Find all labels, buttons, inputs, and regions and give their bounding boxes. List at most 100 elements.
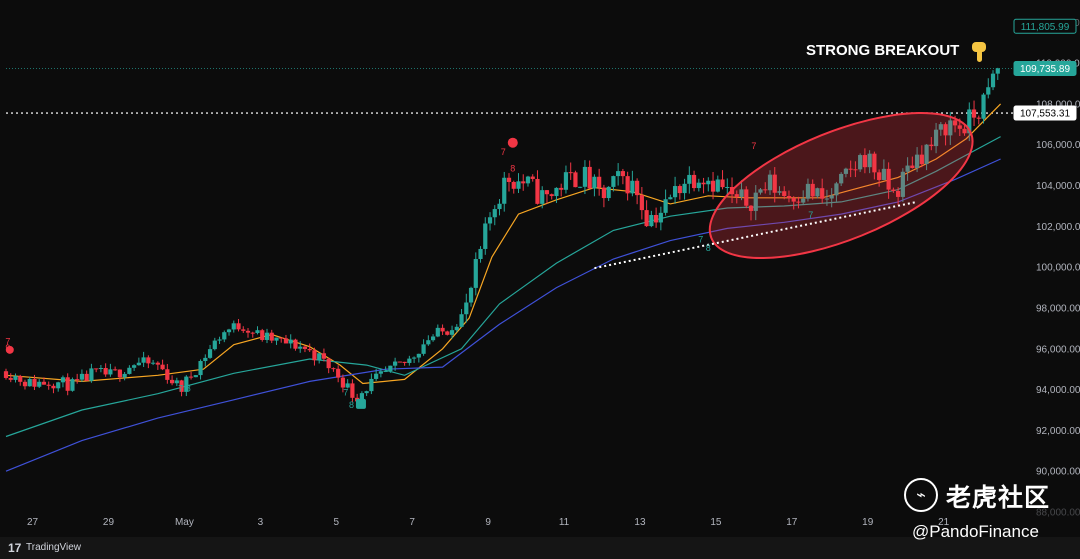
candle-body (601, 187, 607, 199)
candle-body (563, 172, 569, 190)
candle-body (497, 203, 502, 210)
candle-body (132, 365, 137, 368)
candle-body (767, 174, 773, 191)
candle-body (848, 168, 853, 170)
sell-signal-marker (5, 345, 14, 354)
candle-body (758, 189, 763, 193)
candle-body (492, 209, 497, 218)
price-tag-label: 111,805.99 (1021, 22, 1070, 33)
candle-body (943, 124, 948, 136)
candle-body (75, 379, 80, 381)
candle-body (815, 188, 820, 197)
candle-body (198, 361, 203, 376)
candle-body (900, 171, 905, 197)
candle-body (616, 171, 621, 177)
x-tick-label: 21 (938, 517, 950, 528)
candle-body (160, 364, 165, 370)
candle-body (725, 186, 730, 188)
x-tick-label: 5 (333, 517, 339, 528)
candle-body (255, 330, 260, 334)
price-tag-box (1013, 105, 1077, 121)
candle-body (858, 155, 863, 170)
tradingview-logo-icon[interactable]: 17 (8, 541, 22, 555)
candle-body (487, 217, 493, 224)
hand-palm (972, 42, 986, 52)
candle-body (169, 379, 175, 384)
candle-body (27, 378, 32, 387)
candle-body (587, 166, 592, 189)
candle-body (288, 339, 293, 344)
candle-body (122, 373, 127, 378)
candle-body (938, 124, 943, 130)
tradingview-brand[interactable]: TradingView (26, 542, 82, 553)
x-tick-label: 9 (485, 517, 491, 528)
y-tick-label: 104,000.00 (1036, 181, 1080, 192)
candle-body (13, 376, 18, 380)
candle-body (696, 182, 701, 189)
candle-body (952, 120, 958, 126)
buy-signal-marker (355, 398, 366, 409)
candle-body (336, 368, 341, 378)
candle-body (872, 153, 877, 173)
candle-body (274, 337, 279, 341)
candles (3, 67, 1000, 407)
candle-body (188, 376, 194, 378)
candle-body (359, 393, 364, 402)
candle-body (421, 344, 426, 354)
y-tick-label: 94,000.00 (1036, 385, 1080, 396)
candle-body (449, 330, 455, 335)
y-tick-label: 108,000.00 (1036, 99, 1080, 110)
sequence-count-label: 7 (501, 147, 506, 157)
price-tag-box (1013, 18, 1077, 34)
candle-body (212, 340, 217, 350)
candle-body (37, 381, 42, 387)
y-tick-label: 102,000.00 (1036, 222, 1080, 233)
sequence-count-label: 7 (751, 141, 756, 151)
candle-body (378, 371, 383, 374)
sequence-count-label: 7 (343, 388, 348, 398)
x-tick-label: 11 (559, 517, 570, 528)
candle-body (521, 181, 526, 184)
candle-body (995, 68, 1000, 74)
sequence-count-label: 8 (510, 163, 515, 173)
candle-body (933, 129, 939, 147)
candle-body (103, 367, 108, 375)
candle-body (739, 189, 744, 197)
candle-body (46, 384, 51, 386)
grid-layer (6, 68, 1013, 114)
sequence-count-label: 7 (178, 384, 183, 394)
candle-body (411, 357, 417, 359)
candle-body (658, 212, 663, 223)
candle-body (236, 323, 241, 330)
y-tick-label: 88,000.00 (1036, 508, 1080, 519)
candle-body (407, 358, 412, 363)
candle-body (763, 189, 768, 191)
candle-body (843, 168, 849, 174)
candle-body (65, 377, 70, 391)
candle-body (582, 166, 588, 187)
annotations: 797878787877STRONG BREAKOUT (5, 42, 986, 410)
candle-body (445, 331, 450, 335)
candle-body (279, 337, 284, 339)
resistance-zone-ellipse (708, 112, 974, 260)
candle-body (805, 183, 811, 199)
sequence-count-label: 7 (698, 235, 703, 245)
candle-body (231, 323, 236, 330)
axes: 90,000.00 92,000.00 94,000.00 96,000.00 98,0… (27, 18, 1080, 528)
candle-body (957, 125, 962, 129)
candle-body (701, 182, 706, 185)
candle-body (203, 357, 208, 362)
candle-body (226, 329, 232, 333)
candle-body (791, 197, 796, 202)
x-tick-label: 13 (634, 517, 646, 528)
candle-body (919, 154, 924, 165)
y-tick-label: 92,000.00 (1036, 426, 1080, 437)
candle-body (369, 378, 374, 392)
tiger-logo-icon: ⌁ (904, 478, 938, 512)
candle-body (51, 385, 56, 389)
candle-body (98, 367, 104, 369)
candle-body (654, 214, 659, 223)
sequence-count-label: 7 (5, 337, 10, 347)
